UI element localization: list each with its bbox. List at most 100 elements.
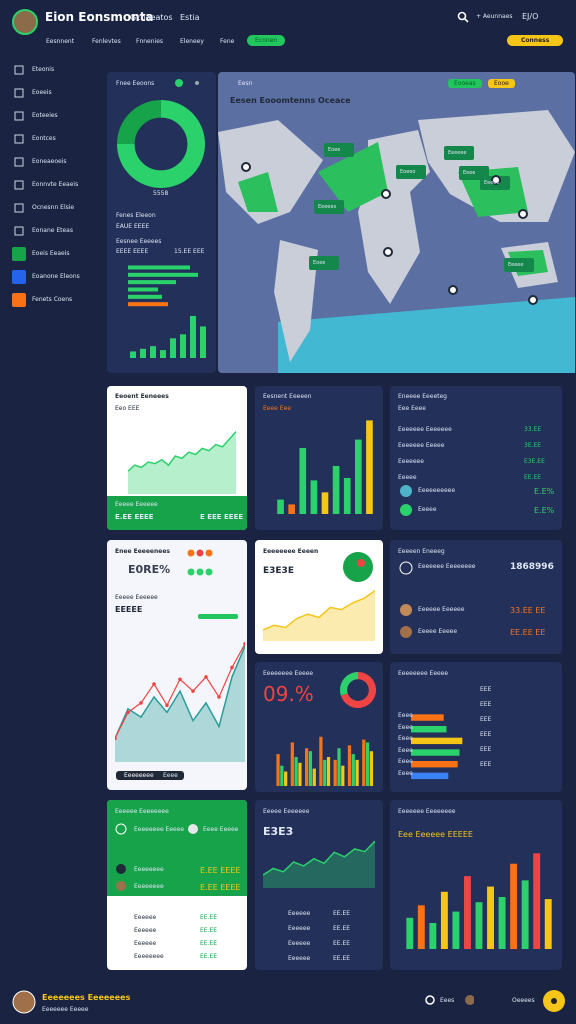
map-marker bbox=[381, 189, 391, 199]
hbar-chart bbox=[128, 265, 198, 307]
tab-active[interactable]: Ecnnen bbox=[247, 35, 286, 46]
sidebar-item[interactable]: Eoeis Eeaeis bbox=[32, 250, 70, 257]
sidebar-item[interactable]: Eoeeis bbox=[32, 89, 52, 96]
user-role: Eeeeeee Eeeee bbox=[42, 1006, 89, 1013]
map-label-box bbox=[504, 258, 534, 272]
search-icon[interactable] bbox=[457, 11, 469, 23]
user-menu[interactable]: EJ/O bbox=[522, 12, 539, 21]
bar bbox=[321, 492, 329, 514]
sidebar-item[interactable]: Eoanone Eleons bbox=[32, 273, 80, 280]
bar bbox=[411, 737, 463, 745]
footer-title: Eeeee Eeeeee bbox=[115, 501, 158, 508]
sidebar-item[interactable]: Fenets Coens bbox=[32, 296, 73, 303]
nav-link[interactable]: Gcnaeatos bbox=[130, 13, 173, 22]
account-link[interactable]: + Aeunnaes bbox=[476, 13, 513, 20]
row-label: Eeeeeeee bbox=[134, 883, 164, 890]
bar bbox=[347, 745, 352, 786]
sidebar-icon bbox=[14, 226, 24, 236]
row-value: EE.EE EE bbox=[510, 628, 546, 637]
row-label: Eeee bbox=[398, 758, 413, 766]
card-value: E0RE% bbox=[128, 563, 171, 576]
footer-stat: E EEE EEEE bbox=[200, 513, 244, 521]
icons bbox=[115, 823, 198, 891]
bar bbox=[544, 899, 552, 949]
bar bbox=[128, 265, 190, 270]
card-title: Eeoent Eeneees bbox=[115, 393, 169, 400]
footer-pill[interactable]: Eeee bbox=[157, 771, 184, 780]
bar bbox=[288, 504, 295, 514]
bar bbox=[341, 765, 345, 786]
bar bbox=[429, 923, 437, 949]
sidebar-item[interactable]: Eontces bbox=[32, 135, 56, 142]
sidebar-icon bbox=[14, 203, 24, 213]
sidebar-item[interactable]: Eonnvte Eeaeis bbox=[32, 181, 79, 188]
tab[interactable]: Fnnenies bbox=[136, 38, 164, 45]
sidebar-item[interactable]: Eoneaeoeis bbox=[32, 158, 67, 165]
map-button[interactable]: Eooeas bbox=[448, 79, 482, 88]
bar bbox=[411, 772, 449, 780]
user-name: Eeeeeees Eeeeeees bbox=[42, 993, 131, 1002]
footer-link[interactable]: Eees bbox=[440, 997, 455, 1004]
map-label: Eeeee bbox=[508, 262, 524, 268]
tab[interactable]: Fenlevtes bbox=[92, 38, 121, 45]
bar bbox=[326, 757, 331, 786]
row-label: Eeeee Eeeee bbox=[418, 628, 458, 635]
row-value: E.E% bbox=[534, 506, 555, 515]
bar bbox=[475, 902, 483, 949]
nav-link[interactable]: Estia bbox=[180, 13, 200, 22]
card-subtitle: Eee Eeee bbox=[398, 405, 426, 412]
row-value: EEE bbox=[480, 716, 492, 723]
bar bbox=[355, 439, 362, 514]
point bbox=[115, 736, 117, 741]
bar bbox=[440, 891, 448, 949]
footer-pill[interactable]: Eeeeeeee bbox=[116, 771, 162, 780]
card-title: Eeeeee Eeeeeeee bbox=[115, 808, 169, 815]
row-value: EEE bbox=[480, 746, 492, 753]
donut-segment bbox=[340, 672, 359, 696]
card-title: Eeeeeee Eeeeeeee bbox=[398, 808, 456, 815]
sidebar-item[interactable]: Eoteeies bbox=[32, 112, 58, 119]
icon-box bbox=[14, 180, 24, 190]
map-marker bbox=[383, 247, 393, 257]
footer-icons bbox=[425, 995, 474, 1005]
sidebar-icon bbox=[12, 270, 26, 284]
bar bbox=[452, 911, 460, 949]
avatar bbox=[12, 9, 38, 35]
map-label: Eoeeo bbox=[400, 169, 416, 175]
footer-link[interactable]: Oeeees bbox=[512, 997, 535, 1004]
icon-box bbox=[12, 293, 26, 307]
map-marker bbox=[491, 175, 501, 185]
map-label-box bbox=[314, 200, 344, 214]
share-card bbox=[107, 540, 247, 790]
bar bbox=[128, 294, 162, 299]
header-button[interactable]: Conness bbox=[507, 35, 564, 46]
progress bbox=[198, 614, 238, 619]
tab[interactable]: Eleneey bbox=[180, 38, 204, 45]
bar bbox=[128, 280, 176, 285]
bar bbox=[160, 350, 166, 358]
row-label: Eeeeeeeeee bbox=[418, 487, 456, 494]
donut-chart bbox=[117, 100, 205, 188]
sidebar-item[interactable]: Eteonis bbox=[32, 66, 55, 73]
icon-box bbox=[12, 270, 26, 284]
area-line bbox=[263, 589, 375, 631]
icon-box bbox=[14, 65, 24, 75]
card-title: Eeeeen Eneeeg bbox=[398, 548, 445, 555]
area-chart bbox=[128, 431, 236, 494]
bar bbox=[305, 748, 309, 786]
sidebar-item[interactable]: Ocnesnn Elsie bbox=[32, 204, 75, 211]
bar bbox=[299, 448, 307, 514]
card-header bbox=[107, 800, 247, 896]
sidebar-icon bbox=[14, 134, 24, 144]
point bbox=[204, 675, 208, 679]
sidebar-item[interactable]: Eonane Eteas bbox=[32, 227, 73, 234]
donut-segment bbox=[340, 672, 376, 708]
sidebar-icon bbox=[12, 293, 26, 307]
tab[interactable]: Eesnnent bbox=[46, 38, 75, 45]
action-button[interactable] bbox=[542, 989, 566, 1013]
row-value: EE.EE bbox=[524, 474, 542, 481]
tab[interactable]: Fene bbox=[220, 38, 235, 45]
row-label: Eeeeeee Eeeee bbox=[398, 442, 445, 449]
map-button[interactable]: Eooe bbox=[488, 79, 515, 88]
